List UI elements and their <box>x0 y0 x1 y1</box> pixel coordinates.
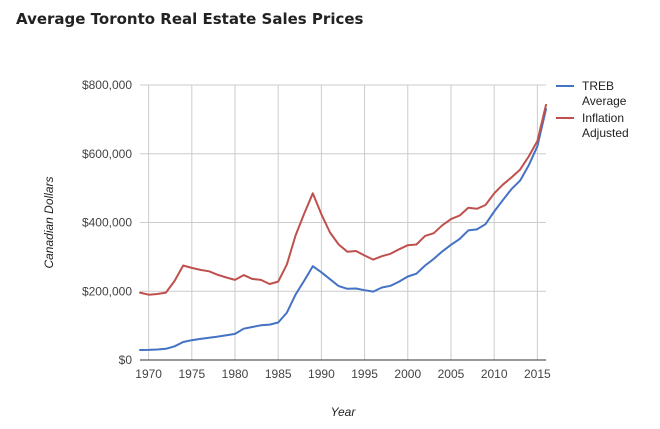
x-tick-label: 2015 <box>524 367 551 381</box>
chart-title: Average Toronto Real Estate Sales Prices <box>16 10 364 28</box>
y-tick-label: $0 <box>119 353 133 367</box>
series-line-inflation-adjusted <box>139 103 547 296</box>
x-tick-label: 1990 <box>308 367 335 381</box>
series-lines <box>139 103 547 351</box>
y-tick-label: $400,000 <box>82 216 132 230</box>
grid-lines <box>140 84 546 360</box>
y-axis-tick-labels: $0 $200,000 $400,000 $600,000 $800,000 <box>82 78 132 367</box>
legend: TREB Average Inflation Adjusted <box>556 79 629 140</box>
x-tick-label: 1995 <box>351 367 378 381</box>
legend-label: TREB Average <box>582 79 627 108</box>
x-tick-label: 1970 <box>135 367 162 381</box>
x-tick-label: 2000 <box>394 367 421 381</box>
y-axis-title: Canadian Dollars <box>42 176 56 268</box>
legend-label: Inflation Adjusted <box>582 111 629 140</box>
x-tick-label: 1980 <box>222 367 249 381</box>
x-tick-label: 2005 <box>438 367 465 381</box>
x-axis-title: Year <box>331 405 357 419</box>
series-line-treb-average <box>139 108 547 351</box>
x-tick-label: 1985 <box>265 367 292 381</box>
x-tick-label: 1975 <box>178 367 205 381</box>
y-tick-label: $800,000 <box>82 78 132 92</box>
x-tick-label: 2010 <box>481 367 508 381</box>
x-axis-tick-labels: 1970 1975 1980 1985 1990 1995 2000 2005 2010 2015 <box>135 367 551 381</box>
y-tick-label: $200,000 <box>82 284 132 298</box>
y-tick-label: $600,000 <box>82 147 132 161</box>
